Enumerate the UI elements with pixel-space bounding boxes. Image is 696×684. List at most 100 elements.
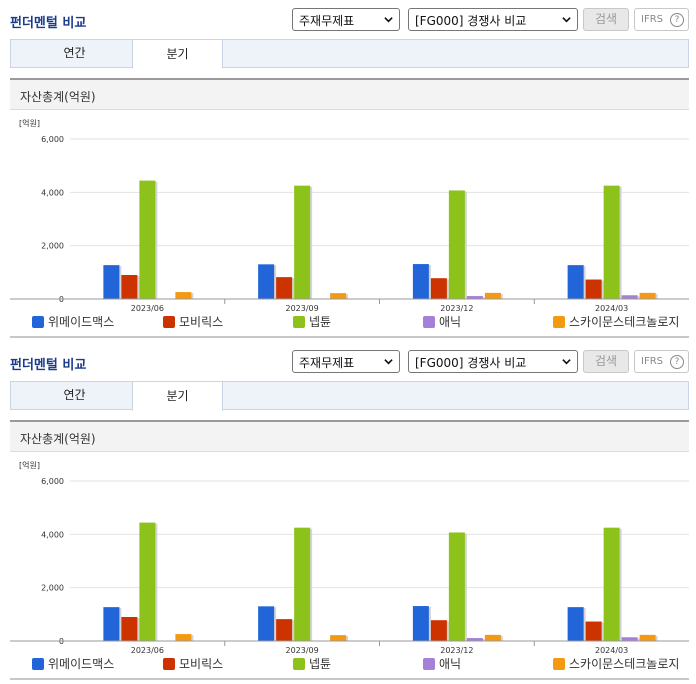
tab-annual[interactable]: 연간 — [63, 46, 86, 60]
legend-swatch — [32, 316, 44, 328]
chart-title: 자산총계(억원) — [20, 432, 96, 446]
bar — [175, 292, 192, 299]
legend-item[interactable]: 모비릭스 — [163, 656, 223, 672]
bar — [258, 264, 275, 299]
legend-swatch — [163, 658, 175, 670]
bar — [258, 606, 275, 641]
bar — [139, 180, 156, 299]
bar-chart: [억원] 02,0004,0006,0002023/062023/092023/… — [10, 460, 689, 655]
tab-quarterly[interactable]: 분기 — [132, 381, 223, 411]
help-icon: ? — [670, 13, 684, 27]
bar — [430, 620, 447, 641]
chart-header: 자산총계(억원) — [10, 80, 689, 110]
tab-annual[interactable]: 연간 — [63, 388, 86, 402]
chart-title: 자산총계(억원) — [20, 90, 96, 104]
bar — [294, 527, 311, 641]
bar — [276, 619, 293, 641]
bar — [139, 522, 156, 641]
legend-label: 모비릭스 — [179, 315, 224, 329]
legend-swatch — [32, 658, 44, 670]
legend-swatch — [553, 316, 565, 328]
legend-label: 스카이문스테크놀로지 — [569, 657, 680, 671]
legend-item[interactable]: 애닉 — [423, 656, 461, 672]
bar-chart: [억원] 02,0004,0006,0002023/062023/092023/… — [10, 118, 689, 313]
panel-title: 펀더멘털 비교 — [10, 358, 87, 373]
tab-quarterly[interactable]: 분기 — [132, 39, 223, 69]
help-icon: ? — [670, 355, 684, 369]
x-tick-label: 2023/12 — [440, 646, 473, 655]
bar — [412, 606, 429, 641]
search-button[interactable]: 검색 — [583, 350, 629, 373]
x-tick-label: 2023/12 — [440, 304, 473, 313]
x-tick-label: 2024/03 — [595, 646, 628, 655]
y-tick-label: 6,000 — [41, 477, 64, 486]
bar — [567, 265, 584, 299]
legend-label: 넵튠 — [309, 315, 332, 329]
bar — [639, 634, 656, 641]
bar — [603, 185, 620, 299]
y-tick-label: 2,000 — [41, 242, 64, 251]
legend-item[interactable]: 위메이드맥스 — [32, 656, 114, 672]
statement-select-value: 주재무제표 — [299, 14, 355, 28]
bar — [639, 292, 656, 299]
legend-item[interactable]: 모비릭스 — [163, 314, 223, 330]
period-tabs: 연간 분기 — [10, 381, 689, 411]
legend-swatch — [553, 658, 565, 670]
legend-item[interactable]: 스카이문스테크놀로지 — [553, 656, 679, 672]
y-unit-label: [억원] — [19, 460, 40, 470]
chart-legend: 위메이드맥스 모비릭스 넵튠 애닉 스카이문스테크놀로지 — [10, 654, 689, 674]
search-button[interactable]: 검색 — [583, 8, 629, 31]
legend-label: 모비릭스 — [179, 657, 224, 671]
chevron-down-icon — [384, 17, 393, 23]
legend-label: 애닉 — [439, 657, 462, 671]
legend-item[interactable]: 애닉 — [423, 314, 461, 330]
y-tick-label: 6,000 — [41, 135, 64, 144]
bar — [430, 278, 447, 299]
legend-label: 스카이문스테크놀로지 — [569, 315, 680, 329]
panel-header: 펀더멘털 비교 주재무제표 [FG000] 경쟁사 비교 검색 IFRS ? — [0, 0, 696, 38]
x-tick-label: 2023/09 — [286, 304, 319, 313]
statement-select[interactable]: 주재무제표 — [292, 350, 400, 373]
chart-header: 자산총계(억원) — [10, 422, 689, 452]
ifrs-button[interactable]: IFRS ? — [634, 8, 689, 31]
x-tick-label: 2024/03 — [595, 304, 628, 313]
legend-item[interactable]: 위메이드맥스 — [32, 314, 114, 330]
chevron-down-icon — [562, 17, 571, 23]
bar — [175, 634, 192, 641]
legend-swatch — [423, 658, 435, 670]
legend-item[interactable]: 넵튠 — [293, 656, 331, 672]
legend-label: 애닉 — [439, 315, 462, 329]
statement-select[interactable]: 주재무제표 — [292, 8, 400, 31]
statement-select-value: 주재무제표 — [299, 356, 355, 370]
compare-select[interactable]: [FG000] 경쟁사 비교 — [408, 8, 578, 31]
legend-swatch — [423, 316, 435, 328]
bar — [603, 527, 620, 641]
bar — [448, 190, 465, 299]
compare-select[interactable]: [FG000] 경쟁사 비교 — [408, 350, 578, 373]
bar — [121, 275, 138, 299]
y-unit-label: [억원] — [19, 118, 40, 128]
period-tabs: 연간 분기 — [10, 39, 689, 69]
legend-label: 위메이드맥스 — [48, 657, 115, 671]
bar — [466, 296, 483, 299]
legend-item[interactable]: 넵튠 — [293, 314, 331, 330]
x-tick-label: 2023/09 — [286, 646, 319, 655]
legend-swatch — [293, 316, 305, 328]
bar — [276, 277, 293, 299]
legend-swatch — [163, 316, 175, 328]
fundamental-panel-2: 펀더멘털 비교 주재무제표 [FG000] 경쟁사 비교 검색 IFRS ? 연… — [0, 342, 696, 684]
ifrs-label: IFRS — [641, 356, 663, 367]
y-tick-label: 4,000 — [41, 188, 64, 197]
chart-container: 자산총계(억원) [억원] 02,0004,0006,0002023/06202… — [10, 78, 689, 338]
bar — [103, 265, 120, 299]
chevron-down-icon — [562, 359, 571, 365]
bar — [484, 634, 501, 641]
bar — [448, 532, 465, 641]
compare-select-value: [FG000] 경쟁사 비교 — [415, 14, 527, 28]
compare-select-value: [FG000] 경쟁사 비교 — [415, 356, 527, 370]
bar — [121, 617, 138, 641]
ifrs-button[interactable]: IFRS ? — [634, 350, 689, 373]
bar — [585, 279, 602, 299]
legend-item[interactable]: 스카이문스테크놀로지 — [553, 314, 679, 330]
bar — [484, 292, 501, 299]
